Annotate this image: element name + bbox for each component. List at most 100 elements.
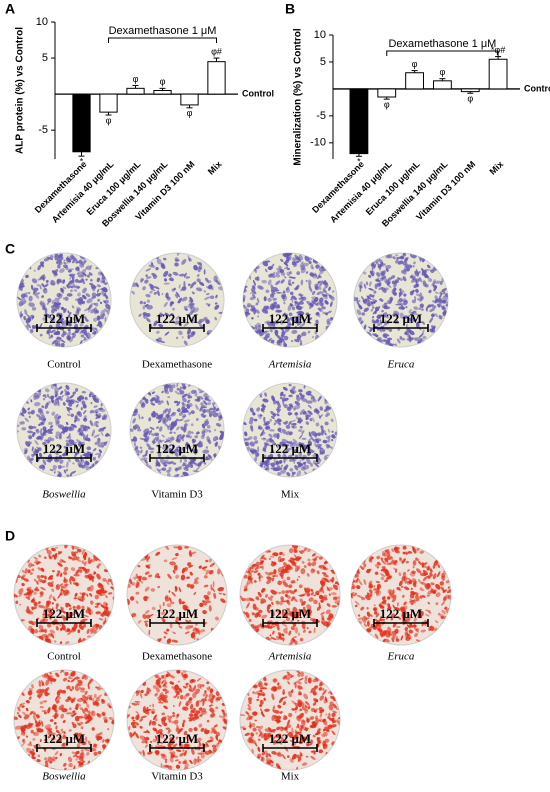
cell xyxy=(39,578,43,583)
cell xyxy=(279,396,284,400)
cell xyxy=(285,729,289,734)
cell xyxy=(252,691,255,694)
cell xyxy=(269,555,275,558)
cell xyxy=(243,298,246,303)
cell xyxy=(305,400,313,404)
cell xyxy=(50,437,55,442)
cell xyxy=(161,675,165,679)
cell xyxy=(140,449,143,454)
cell xyxy=(286,406,292,412)
cell xyxy=(262,403,265,407)
cell xyxy=(308,303,314,308)
cell xyxy=(272,413,277,417)
cell xyxy=(35,721,38,724)
cell xyxy=(314,731,321,736)
cell xyxy=(307,438,311,444)
cell xyxy=(288,548,294,554)
cell xyxy=(173,719,179,725)
cell xyxy=(366,620,370,627)
cell xyxy=(366,611,371,617)
cell xyxy=(199,324,205,329)
cell xyxy=(173,564,178,571)
cell xyxy=(354,604,358,608)
cell xyxy=(307,705,311,710)
cell xyxy=(376,272,381,277)
cell xyxy=(312,618,317,623)
cell xyxy=(272,297,277,301)
cell xyxy=(291,329,298,335)
cell xyxy=(264,728,271,733)
cell xyxy=(319,709,325,714)
cell xyxy=(163,320,167,324)
cell xyxy=(361,618,367,623)
cell xyxy=(188,257,192,262)
cell xyxy=(58,550,62,555)
cell xyxy=(421,562,425,568)
cell xyxy=(283,404,288,409)
cell xyxy=(50,384,54,389)
bar xyxy=(405,72,424,90)
cell xyxy=(68,439,75,444)
cell xyxy=(376,282,381,287)
cell xyxy=(42,459,47,466)
cell xyxy=(261,687,268,690)
cell xyxy=(81,560,85,565)
cell xyxy=(356,309,362,316)
cell xyxy=(402,261,408,266)
cell xyxy=(60,256,64,260)
cell xyxy=(276,444,281,448)
cell xyxy=(18,300,24,307)
annotation: φ xyxy=(160,77,166,87)
cell xyxy=(204,694,208,699)
bracket-label: Dexamethasone 1 μM xyxy=(109,25,217,37)
cell xyxy=(309,272,315,277)
cell xyxy=(174,448,178,452)
cell xyxy=(174,390,180,395)
cell xyxy=(93,405,98,408)
cell xyxy=(28,425,34,430)
cell xyxy=(332,584,339,591)
cell xyxy=(304,255,310,262)
cell xyxy=(373,588,379,591)
cell xyxy=(435,583,441,590)
cell xyxy=(142,454,148,457)
cell xyxy=(152,684,157,689)
cell xyxy=(267,596,273,601)
cell xyxy=(318,739,322,744)
cell xyxy=(146,313,151,317)
cell xyxy=(385,268,389,272)
cell xyxy=(421,320,425,325)
cell xyxy=(200,727,205,732)
cell xyxy=(149,704,152,707)
cell xyxy=(304,708,308,712)
cell xyxy=(65,266,69,271)
cell xyxy=(104,617,107,622)
cell xyxy=(370,614,373,618)
cell xyxy=(293,598,298,603)
cell xyxy=(259,689,263,693)
cell xyxy=(52,595,56,600)
cell xyxy=(290,317,294,321)
cell xyxy=(73,735,80,741)
cell xyxy=(428,626,432,631)
scale-bar xyxy=(36,454,92,462)
cell xyxy=(281,633,285,637)
cell xyxy=(293,756,297,760)
cell xyxy=(52,714,57,717)
cell xyxy=(168,719,172,723)
cell xyxy=(206,293,210,296)
cell xyxy=(157,290,160,296)
stain xyxy=(351,545,451,643)
cell xyxy=(415,627,419,632)
cell xyxy=(143,432,148,438)
cell xyxy=(90,282,95,290)
cell xyxy=(144,693,148,697)
cell xyxy=(415,594,420,602)
cell xyxy=(304,736,309,741)
cell xyxy=(73,676,81,680)
cell xyxy=(316,462,320,465)
stain xyxy=(127,545,226,644)
cell xyxy=(181,601,185,605)
cell xyxy=(67,612,70,616)
cell xyxy=(392,589,395,595)
